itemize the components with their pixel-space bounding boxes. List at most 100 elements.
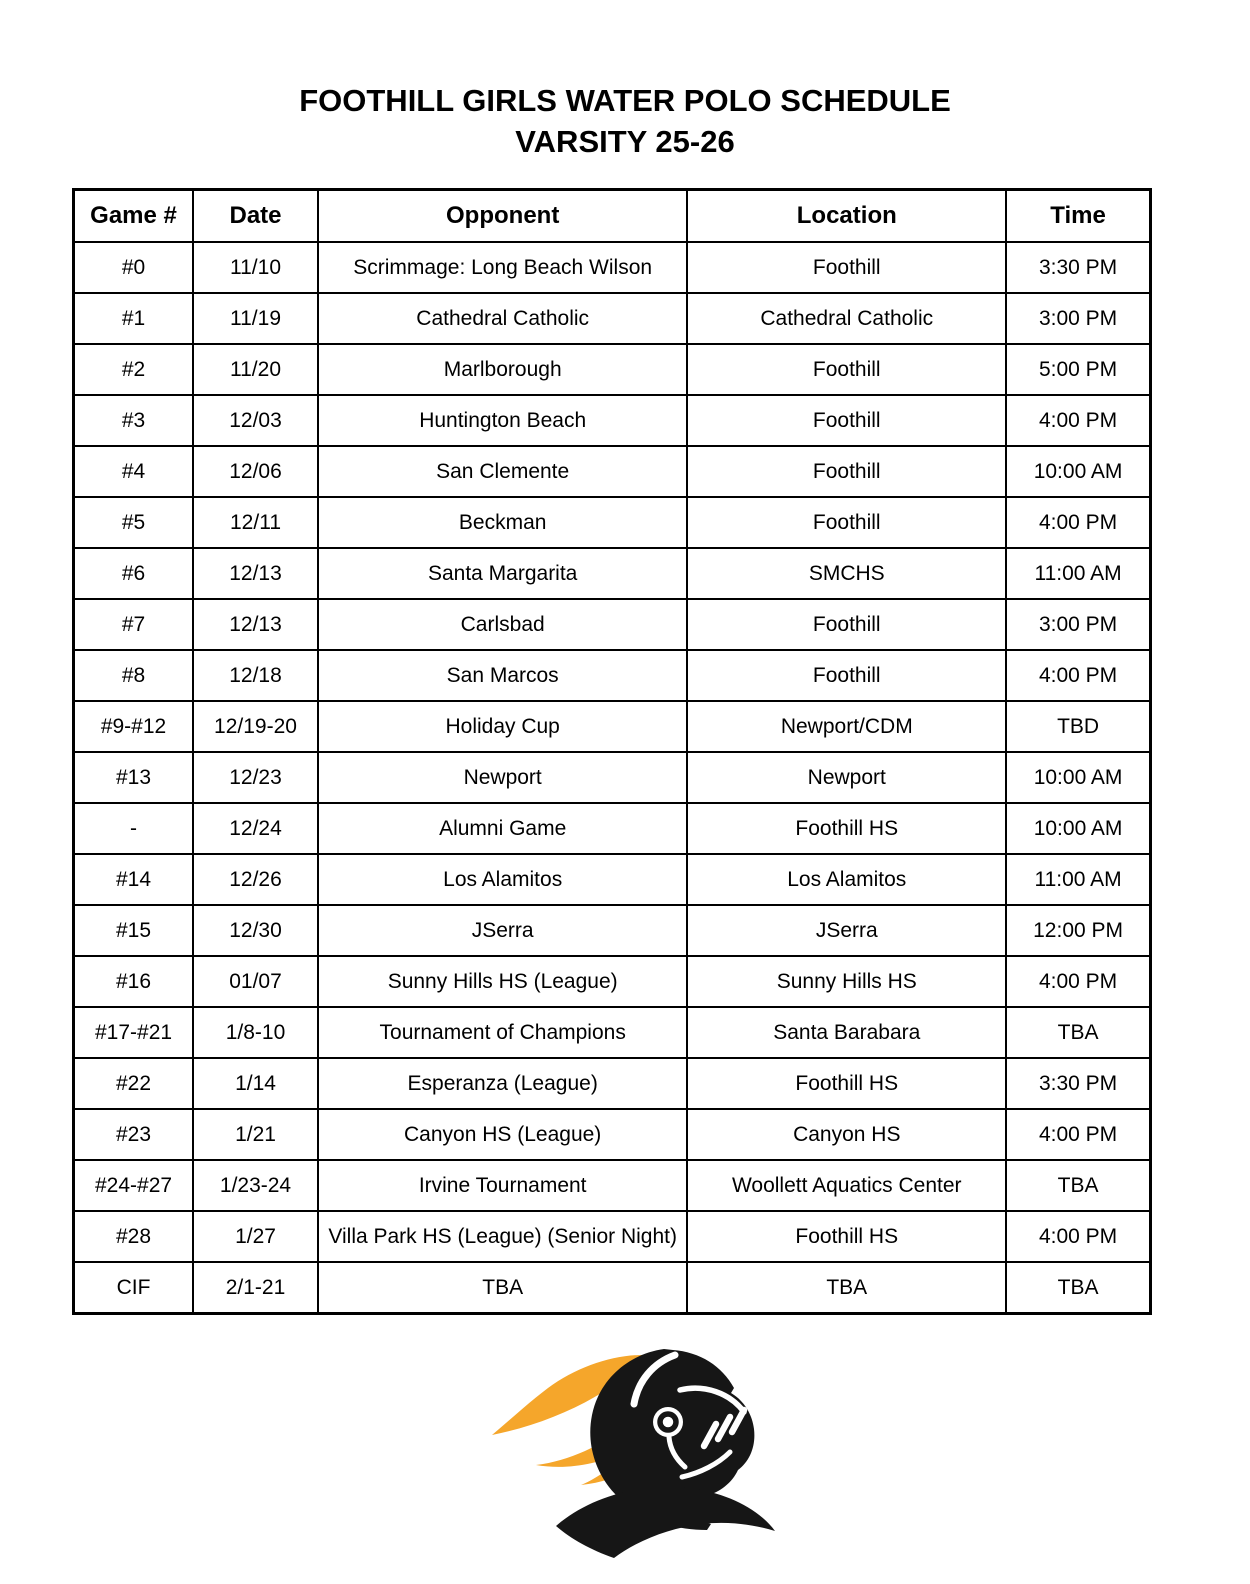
schedule-table: Game # Date Opponent Location Time #0 11/10 Sc…: [72, 188, 1152, 1315]
table-row: #14 12/26 Los Alamitos Los Alamitos 11:00 AM: [72, 853, 1152, 906]
cell-opponent: Esperanza (League): [316, 1057, 689, 1110]
cell-time: 4:00 PM: [1005, 649, 1152, 702]
cell-game-number: #15: [72, 904, 195, 957]
cell-location: Canyon HS: [686, 1108, 1008, 1161]
cell-game-number: #23: [72, 1108, 195, 1161]
cell-location: Foothill: [686, 343, 1008, 396]
header-row: Game # Date Opponent Location Time: [72, 188, 1152, 243]
table-row: #13 12/23 Newport Newport 10:00 AM: [72, 751, 1152, 804]
cell-time: TBA: [1005, 1006, 1152, 1059]
cell-opponent: San Marcos: [316, 649, 689, 702]
column-header: Location: [686, 188, 1008, 243]
cell-time: 3:00 PM: [1005, 598, 1152, 651]
cell-date: 1/27: [192, 1210, 319, 1263]
cell-location: Sunny Hills HS: [686, 955, 1008, 1008]
cell-game-number: -: [72, 802, 195, 855]
table-row: #17-#21 1/8-10 Tournament of Champions Sant…: [72, 1006, 1152, 1059]
cell-date: 12/30: [192, 904, 319, 957]
cell-game-number: #7: [72, 598, 195, 651]
cell-time: TBA: [1005, 1261, 1152, 1315]
cell-time: 3:00 PM: [1005, 292, 1152, 345]
page-title-line-2: VARSITY 25-26: [515, 124, 735, 159]
cell-location: Cathedral Catholic: [686, 292, 1008, 345]
table-row: #7 12/13 Carlsbad Foothill 3:00 PM: [72, 598, 1152, 651]
cell-game-number: #1: [72, 292, 195, 345]
cell-opponent: Sunny Hills HS (League): [316, 955, 689, 1008]
table-row: #0 11/10 Scrimmage: Long Beach Wilson Footh…: [72, 241, 1152, 294]
cell-location: Foothill: [686, 649, 1008, 702]
cell-time: 3:30 PM: [1005, 241, 1152, 294]
cell-location: SMCHS: [686, 547, 1008, 600]
cell-date: 12/11: [192, 496, 319, 549]
cell-game-number: #16: [72, 955, 195, 1008]
table-row: #24-#27 1/23-24 Irvine Tournament Woollett …: [72, 1159, 1152, 1212]
cell-game-number: #17-#21: [72, 1006, 195, 1059]
cell-location: Foothill: [686, 598, 1008, 651]
table-row: #22 1/14 Esperanza (League) Foothill HS 3:30…: [72, 1057, 1152, 1110]
cell-opponent: Beckman: [316, 496, 689, 549]
cell-opponent: Tournament of Champions: [316, 1006, 689, 1059]
table-row: #28 1/27 Villa Park HS (League) (Senior Ni…: [72, 1210, 1152, 1263]
cell-game-number: #3: [72, 394, 195, 447]
cell-location: Newport: [686, 751, 1008, 804]
cell-time: TBD: [1005, 700, 1152, 753]
cell-opponent: Santa Margarita: [316, 547, 689, 600]
cell-game-number: #13: [72, 751, 195, 804]
cell-game-number: #0: [72, 241, 195, 294]
cell-game-number: #14: [72, 853, 195, 906]
cell-date: 12/26: [192, 853, 319, 906]
cell-time: 10:00 AM: [1005, 802, 1152, 855]
schedule-body: #0 11/10 Scrimmage: Long Beach Wilson Footh…: [72, 241, 1152, 1315]
table-row: #2 11/20 Marlborough Foothill 5:00 PM: [72, 343, 1152, 396]
cell-game-number: #9-#12: [72, 700, 195, 753]
cell-location: Foothill HS: [686, 1057, 1008, 1110]
cell-opponent: Los Alamitos: [316, 853, 689, 906]
cell-location: JSerra: [686, 904, 1008, 957]
cell-opponent: Canyon HS (League): [316, 1108, 689, 1161]
table-row: #23 1/21 Canyon HS (League) Canyon HS 4:00 P…: [72, 1108, 1152, 1161]
cell-location: Foothill: [686, 394, 1008, 447]
knight-helmet-icon: [556, 1349, 775, 1558]
page-title: FOOTHILL GIRLS WATER POLO SCHEDULE VARSI…: [0, 80, 1250, 162]
cell-date: 1/23-24: [192, 1159, 319, 1212]
cell-opponent: Carlsbad: [316, 598, 689, 651]
cell-time: 4:00 PM: [1005, 1108, 1152, 1161]
cell-opponent: Marlborough: [316, 343, 689, 396]
cell-opponent: Alumni Game: [316, 802, 689, 855]
cell-opponent: Irvine Tournament: [316, 1159, 689, 1212]
cell-opponent: TBA: [316, 1261, 689, 1315]
cell-date: 1/21: [192, 1108, 319, 1161]
cell-date: 1/8-10: [192, 1006, 319, 1059]
cell-date: 12/24: [192, 802, 319, 855]
cell-date: 12/03: [192, 394, 319, 447]
cell-opponent: JSerra: [316, 904, 689, 957]
cell-opponent: Villa Park HS (League) (Senior Night): [316, 1210, 689, 1263]
column-header: Time: [1005, 188, 1152, 243]
table-row: CIF 2/1-21 TBA TBA TBA: [72, 1261, 1152, 1315]
cell-location: Newport/CDM: [686, 700, 1008, 753]
cell-location: Foothill HS: [686, 802, 1008, 855]
cell-date: 1/14: [192, 1057, 319, 1110]
cell-location: TBA: [686, 1261, 1008, 1315]
cell-game-number: #22: [72, 1057, 195, 1110]
cell-game-number: #6: [72, 547, 195, 600]
table-row: #6 12/13 Santa Margarita SMCHS 11:00 AM: [72, 547, 1152, 600]
cell-game-number: #2: [72, 343, 195, 396]
column-header: Opponent: [316, 188, 689, 243]
table-row: #1 11/19 Cathedral Catholic Cathedral Catho…: [72, 292, 1152, 345]
cell-game-number: #5: [72, 496, 195, 549]
knights-logo: [468, 1330, 783, 1572]
cell-location: Woollett Aquatics Center: [686, 1159, 1008, 1212]
table-row: #4 12/06 San Clemente Foothill 10:00 AM: [72, 445, 1152, 498]
cell-date: 01/07: [192, 955, 319, 1008]
cell-location: Foothill: [686, 241, 1008, 294]
cell-time: 4:00 PM: [1005, 496, 1152, 549]
cell-game-number: #4: [72, 445, 195, 498]
cell-location: Los Alamitos: [686, 853, 1008, 906]
table-row: -12/24 Alumni Game Foothill HS 10:00 AM: [72, 802, 1152, 855]
cell-time: TBA: [1005, 1159, 1152, 1212]
cell-time: 3:30 PM: [1005, 1057, 1152, 1110]
cell-location: Santa Barabara: [686, 1006, 1008, 1059]
cell-time: 4:00 PM: [1005, 1210, 1152, 1263]
